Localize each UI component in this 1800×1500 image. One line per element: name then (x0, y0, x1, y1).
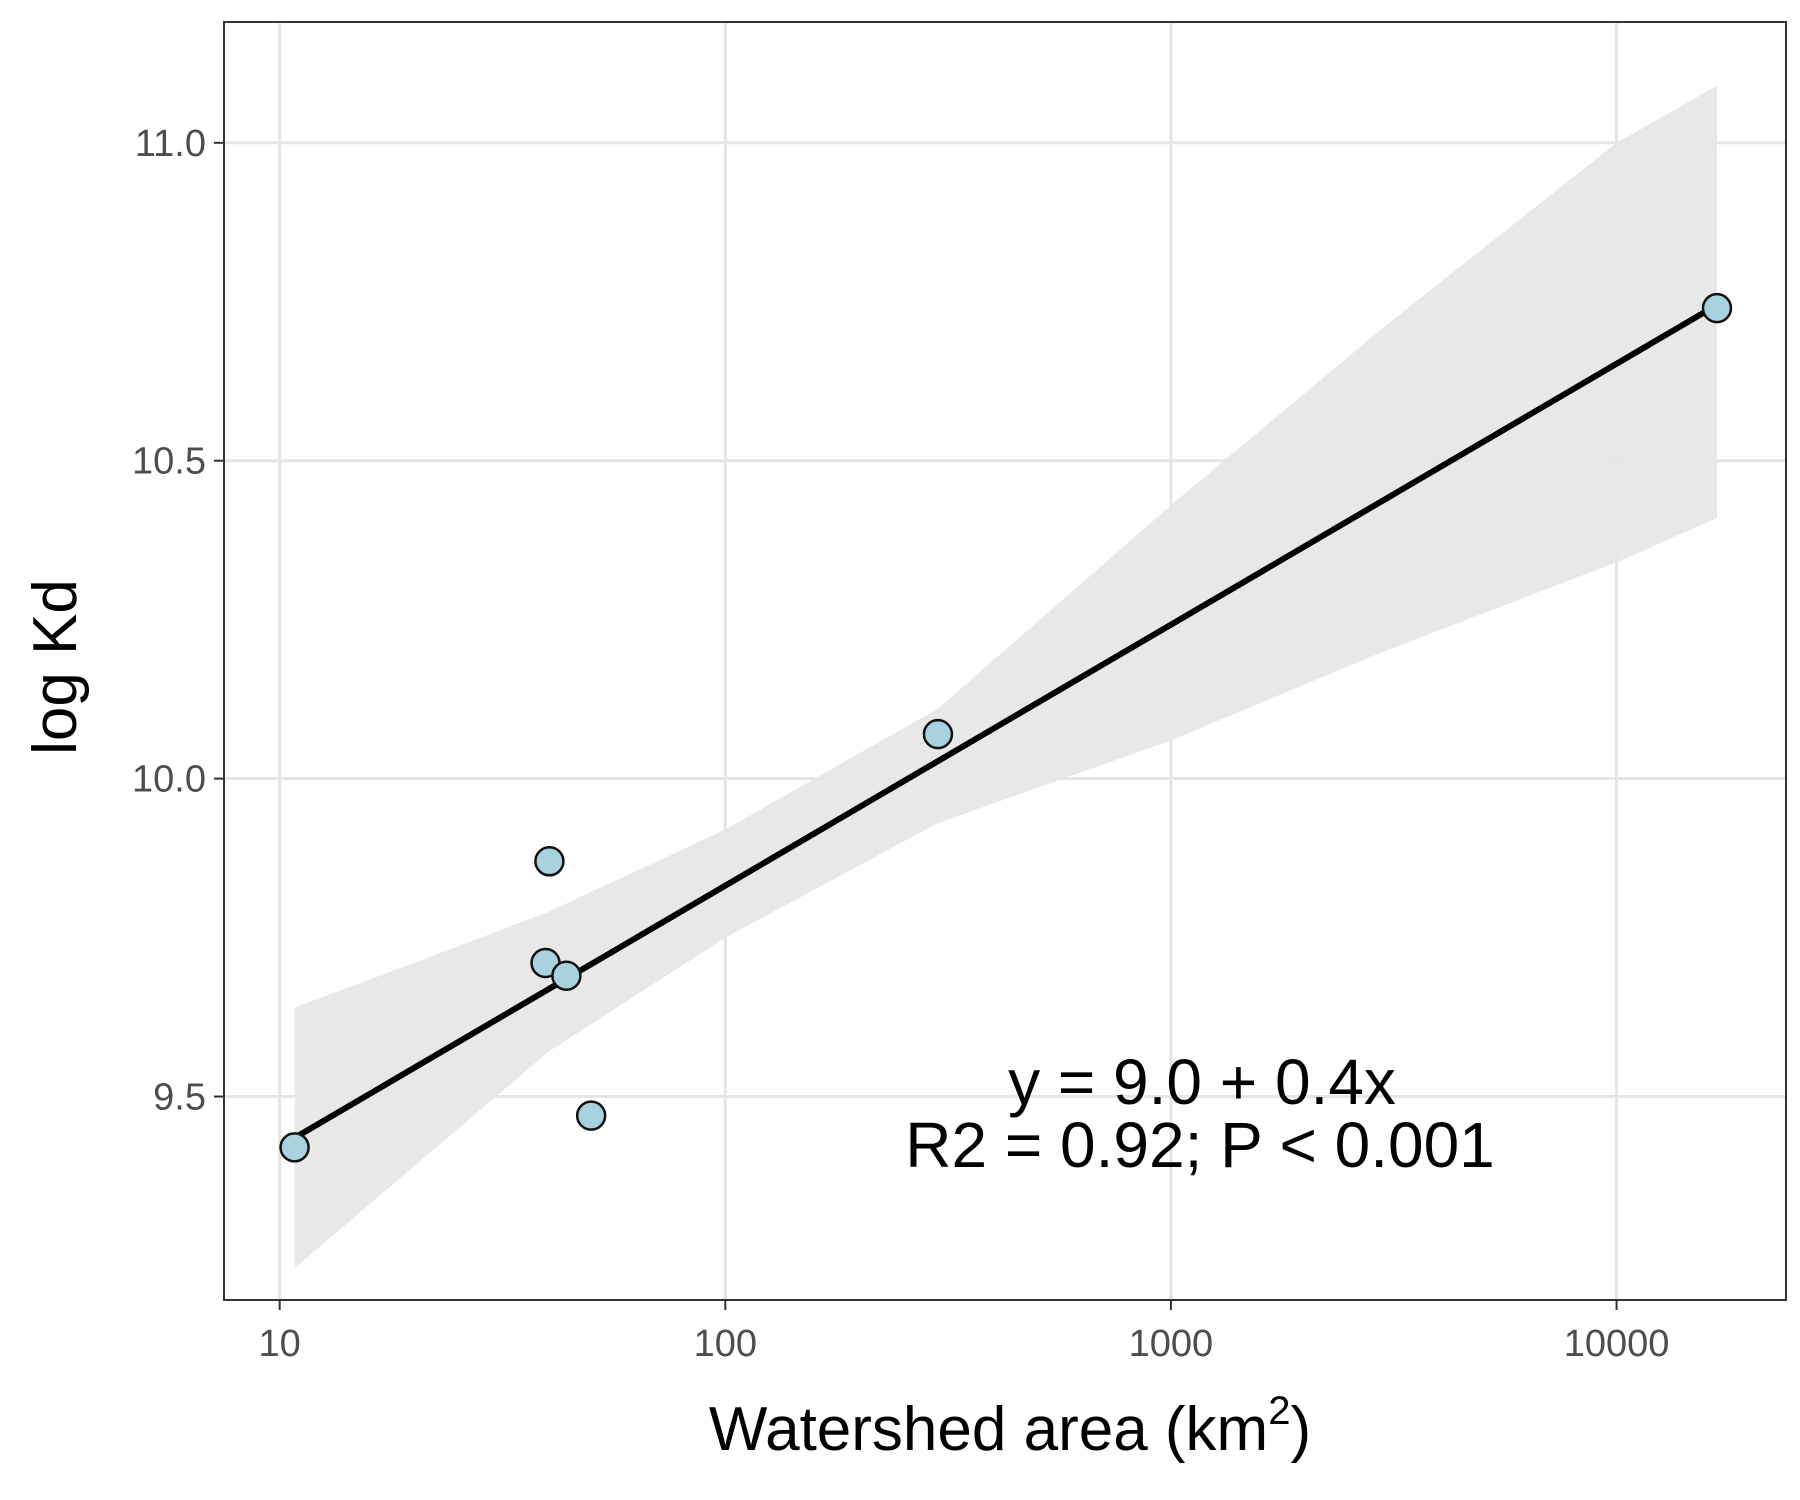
data-point-4 (551, 960, 582, 991)
data-point-7 (1701, 292, 1733, 324)
x-axis-title-superscript: 2 (1268, 1389, 1290, 1433)
data-point-3 (534, 846, 565, 877)
y-tick-label-11.0: 11.0 (135, 123, 206, 165)
x-tick-label-10000: 10000 (1564, 1323, 1670, 1365)
regression-line (293, 302, 1719, 1141)
x-axis-title-main: Watershed area (km (709, 1395, 1268, 1464)
x-tick-label-1000: 1000 (1129, 1323, 1214, 1365)
y-axis-ticks: 9.5 10.0 10.5 11.0 (132, 123, 224, 1119)
data-points (279, 292, 1733, 1163)
x-axis-title: Watershed area (km2) (709, 1389, 1311, 1464)
data-point-5 (575, 1100, 607, 1131)
y-axis-title: log Kd (21, 579, 90, 755)
r2-annotation: R2 = 0.92; P < 0.001 (905, 1109, 1495, 1181)
x-axis-title-suffix: ) (1290, 1395, 1311, 1464)
data-point-6 (922, 718, 954, 750)
x-axis-ticks: 10 100 1000 10000 (259, 1300, 1670, 1365)
y-tick-label-10.5: 10.5 (132, 441, 206, 483)
x-tick-label-100: 100 (694, 1323, 757, 1365)
x-tick-label-10: 10 (259, 1323, 301, 1365)
confidence-band (294, 85, 1718, 1269)
equation-annotation: y = 9.0 + 0.4x (1008, 1046, 1396, 1118)
y-tick-label-10.0: 10.0 (132, 759, 206, 801)
panel-border (223, 21, 1787, 1301)
y-tick-label-9.5: 9.5 (153, 1077, 206, 1119)
data-point-1 (279, 1132, 310, 1163)
